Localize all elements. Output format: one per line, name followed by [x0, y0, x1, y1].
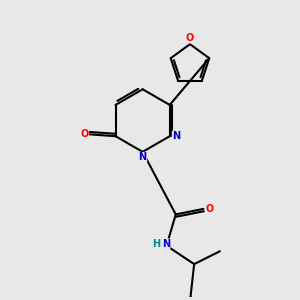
Text: N: N — [139, 152, 147, 162]
Text: H: H — [152, 239, 160, 249]
Text: N: N — [162, 239, 170, 249]
Text: O: O — [206, 204, 214, 214]
Text: O: O — [80, 129, 88, 140]
Text: N: N — [172, 131, 180, 141]
Text: O: O — [186, 33, 194, 43]
